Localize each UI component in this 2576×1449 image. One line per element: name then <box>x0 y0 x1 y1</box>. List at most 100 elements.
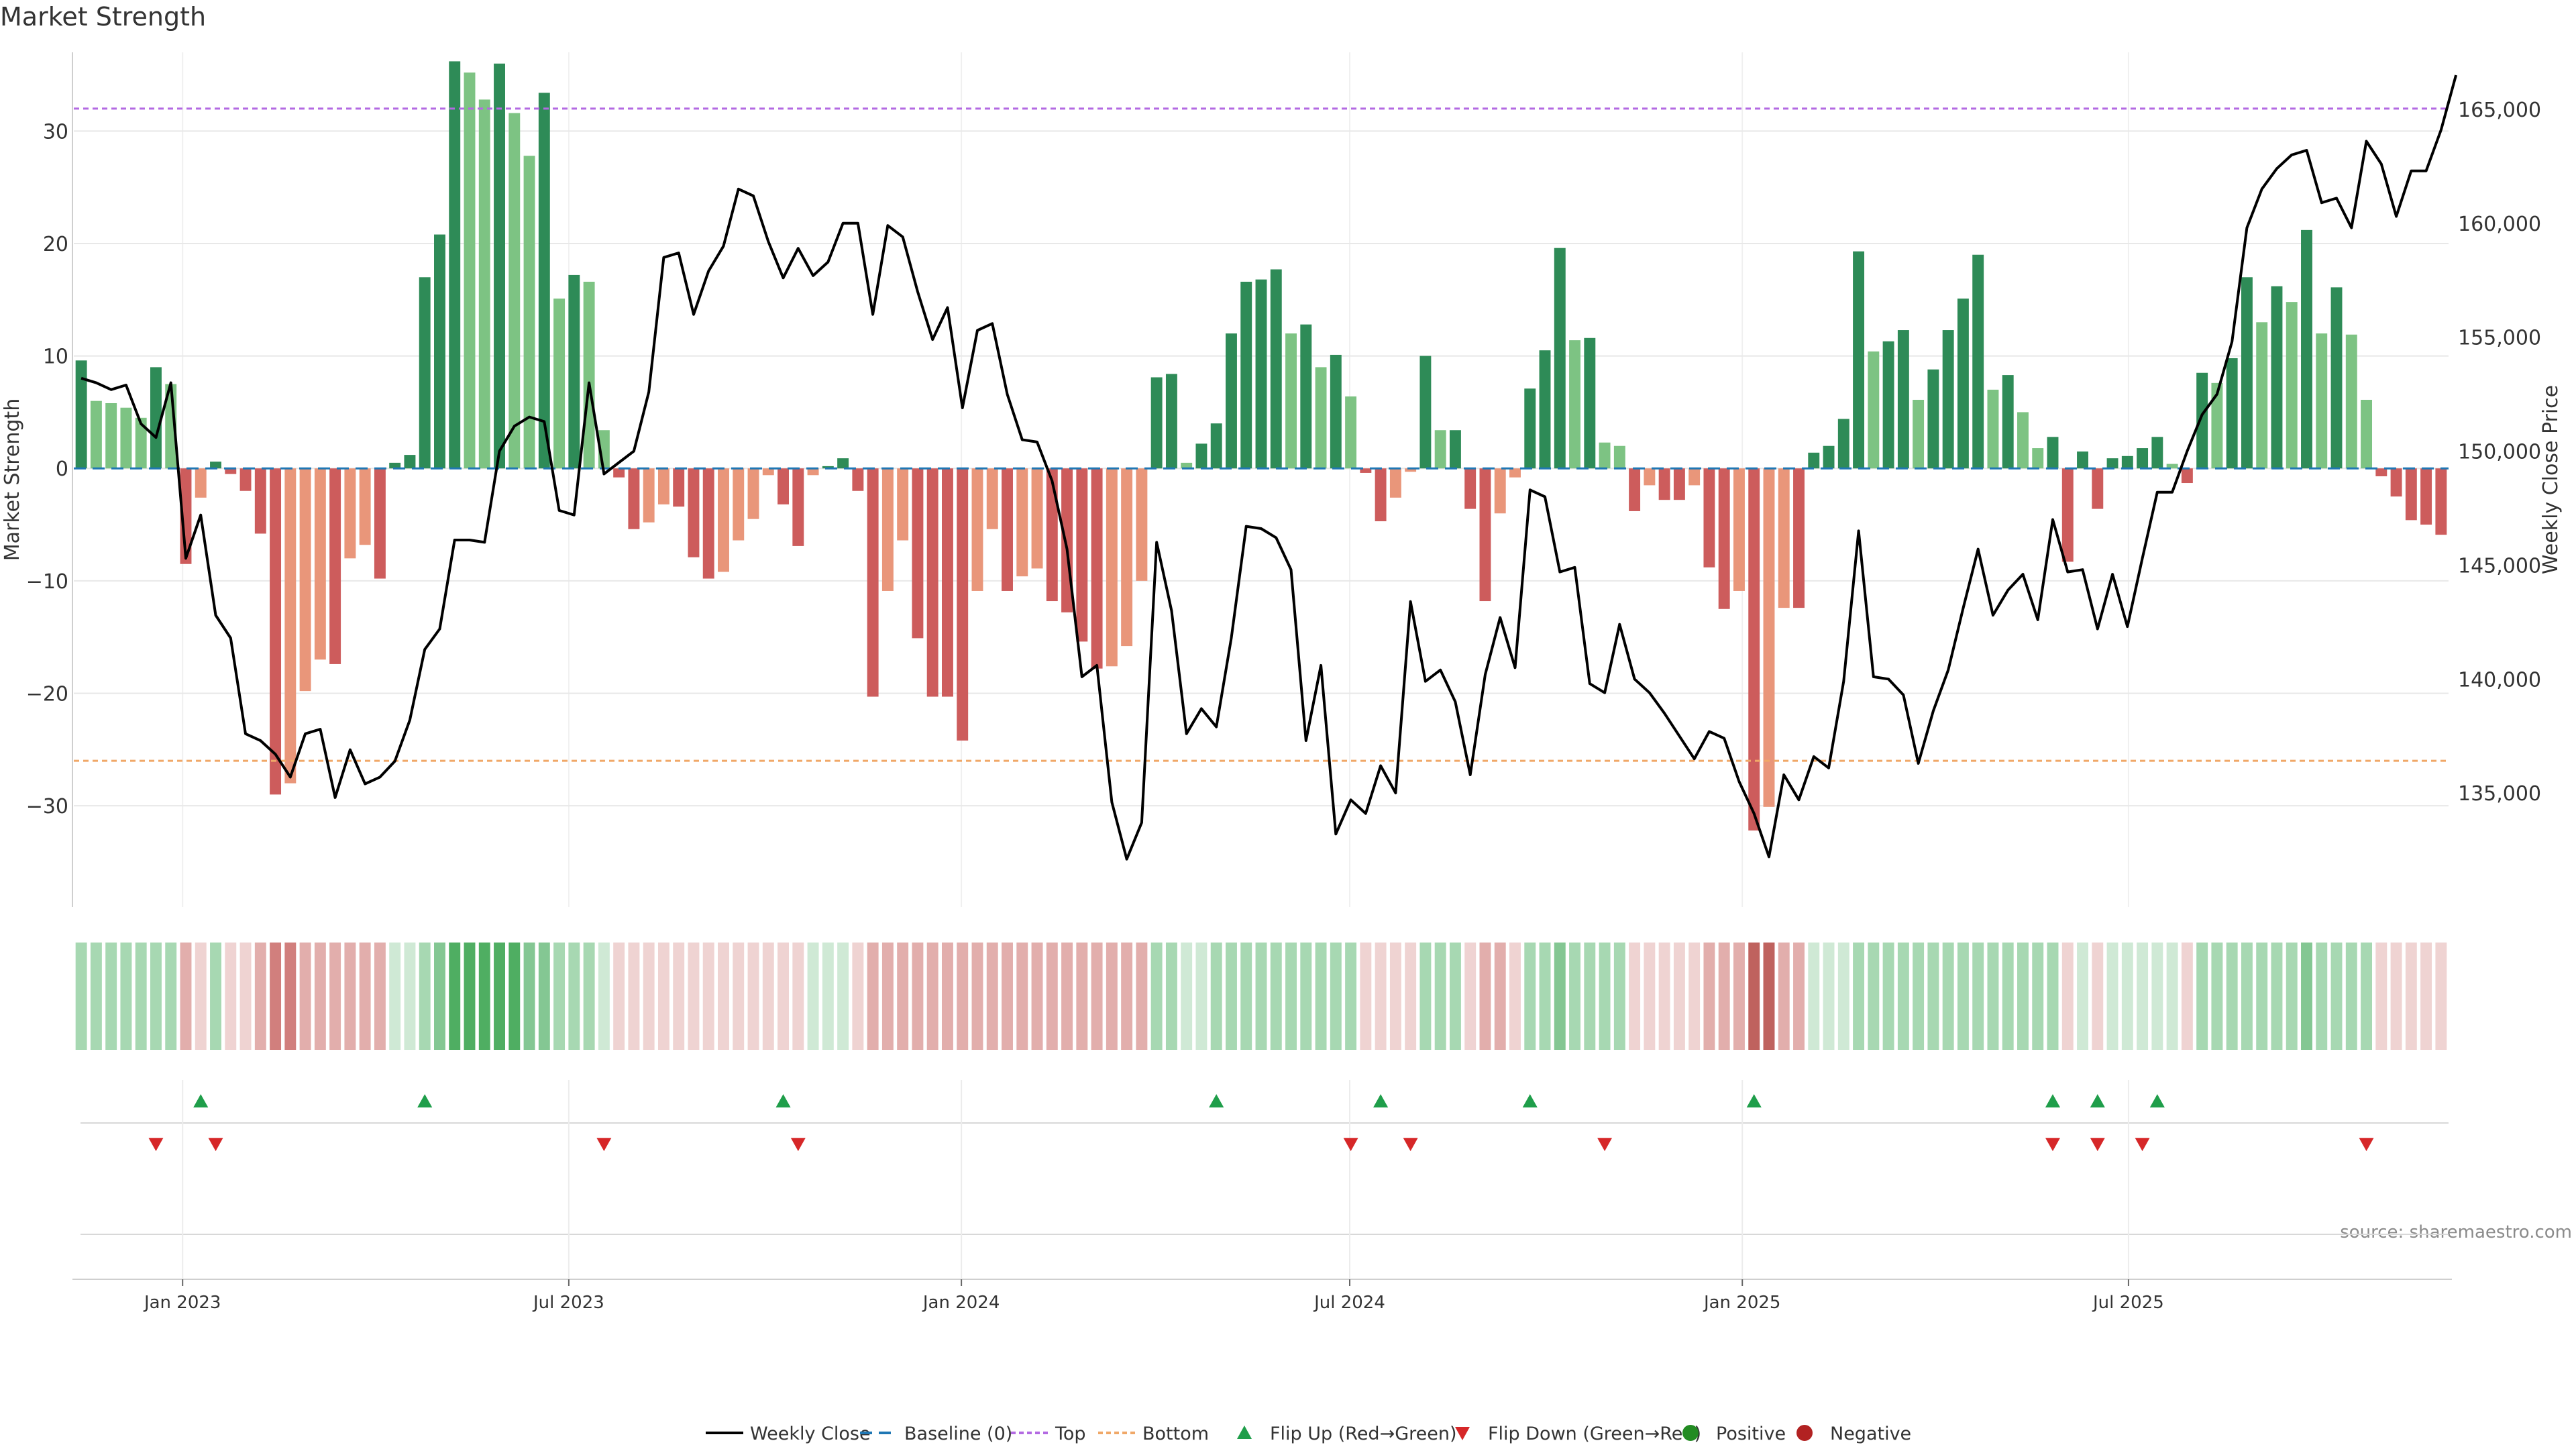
legend-label: Baseline (0) <box>904 1424 1012 1444</box>
flip-down-marker <box>208 1138 223 1151</box>
strength-bar <box>583 281 595 469</box>
heat-cell <box>957 943 969 1050</box>
strength-bar <box>657 468 669 504</box>
heat-cell <box>1255 943 1267 1050</box>
heat-cell <box>1613 943 1625 1050</box>
strength-bar <box>747 468 759 519</box>
heat-cell <box>523 943 535 1050</box>
heat-cell <box>1002 943 1013 1050</box>
flip-down-marker <box>1343 1138 1358 1151</box>
heat-cell <box>1270 943 1282 1050</box>
strength-bar <box>210 462 221 469</box>
flip-up-marker <box>2045 1094 2060 1108</box>
heat-cell <box>1106 943 1118 1050</box>
heat-cell <box>1599 943 1611 1050</box>
strength-bar <box>1076 468 1088 642</box>
strength-bar <box>314 468 326 660</box>
strength-bar <box>464 72 476 469</box>
heat-cell <box>1808 943 1820 1050</box>
strength-bar <box>1793 468 1805 608</box>
strength-bar <box>1106 468 1118 667</box>
strength-bar <box>807 468 819 476</box>
heat-cell <box>643 943 655 1050</box>
strength-bar <box>2405 468 2417 521</box>
heat-cell <box>1688 943 1701 1050</box>
y2-tick-label: 155,000 <box>2458 327 2541 350</box>
strength-bar <box>1091 468 1103 669</box>
strength-bar <box>568 274 580 469</box>
heat-cell <box>464 943 476 1050</box>
strength-bar <box>2286 302 2298 469</box>
y-tick-label: −30 <box>26 795 68 818</box>
strength-bar <box>1718 468 1730 609</box>
source-note: source: sharemaestro.com <box>2340 1222 2572 1242</box>
strength-bar <box>359 468 371 545</box>
legend-label: Top <box>1055 1424 1086 1444</box>
legend-label: Bottom <box>1142 1424 1209 1444</box>
flip-up-marker <box>193 1094 209 1108</box>
strength-bar <box>1270 269 1282 469</box>
heat-cell <box>583 943 595 1050</box>
heat-cell <box>1644 943 1656 1050</box>
strength-bar <box>1315 367 1327 469</box>
heat-cell <box>389 943 401 1050</box>
strength-bar <box>1195 443 1208 469</box>
flip-up-marker <box>417 1094 433 1108</box>
strength-bar <box>941 468 953 697</box>
heat-cell <box>822 943 834 1050</box>
strength-bar <box>1882 341 1894 469</box>
heat-cell <box>135 943 147 1050</box>
heat-cell <box>553 943 566 1050</box>
strength-bar <box>1121 468 1133 647</box>
heat-cell <box>1240 943 1252 1050</box>
heat-cell <box>598 943 610 1050</box>
heat-cell <box>1330 943 1342 1050</box>
strength-bar <box>2211 382 2223 469</box>
strength-bar <box>1644 468 1656 486</box>
legend-glyph-negative <box>1796 1425 1813 1441</box>
heat-cell <box>1584 943 1596 1050</box>
heat-cell <box>1763 943 1775 1050</box>
y2-axis-title: Weekly Close Price <box>2539 385 2563 574</box>
reference-lines <box>74 107 2449 762</box>
heat-cell <box>1016 943 1028 1050</box>
strength-bar <box>613 468 625 478</box>
strength-bar <box>702 468 714 579</box>
heat-cell <box>807 943 819 1050</box>
y-axis-title: Market Strength <box>1 398 24 561</box>
y-tick-label: 10 <box>43 345 68 369</box>
heat-cell <box>1136 943 1148 1050</box>
heat-cell <box>434 943 445 1050</box>
heat-cell <box>75 943 87 1050</box>
heat-cell <box>2017 943 2029 1050</box>
strength-bar <box>1913 399 1925 469</box>
strength-bar <box>1181 462 1193 469</box>
heat-cell <box>777 943 790 1050</box>
strength-bar <box>1300 324 1312 469</box>
heat-cell <box>1629 943 1641 1050</box>
y2-tick-label: 140,000 <box>2458 668 2541 692</box>
heat-cell <box>2151 943 2163 1050</box>
flip-markers <box>148 1094 2374 1151</box>
heat-cell <box>1823 943 1835 1050</box>
heat-cell <box>762 943 774 1050</box>
strength-bar <box>777 468 790 504</box>
legend-label: Flip Up (Red→Green) <box>1270 1424 1457 1444</box>
strength-bar <box>2092 468 2104 509</box>
strength-bar <box>837 458 849 469</box>
heat-cell <box>1405 943 1417 1050</box>
strength-bar <box>1449 430 1461 469</box>
x-tick-label: Jul 2023 <box>532 1293 604 1313</box>
strength-bar <box>1927 369 1939 469</box>
strength-bar <box>1405 468 1417 472</box>
heat-cell <box>2106 943 2118 1050</box>
flip-down-marker <box>2090 1138 2105 1151</box>
heat-cell <box>2002 943 2014 1050</box>
strength-bar <box>389 462 401 469</box>
flip-down-marker <box>1597 1138 1613 1151</box>
strength-bar <box>762 468 774 476</box>
heat-cell <box>374 943 386 1050</box>
heat-cell <box>1210 943 1222 1050</box>
legend-label: Weekly Close <box>750 1424 871 1444</box>
heat-cell <box>1733 943 1745 1050</box>
